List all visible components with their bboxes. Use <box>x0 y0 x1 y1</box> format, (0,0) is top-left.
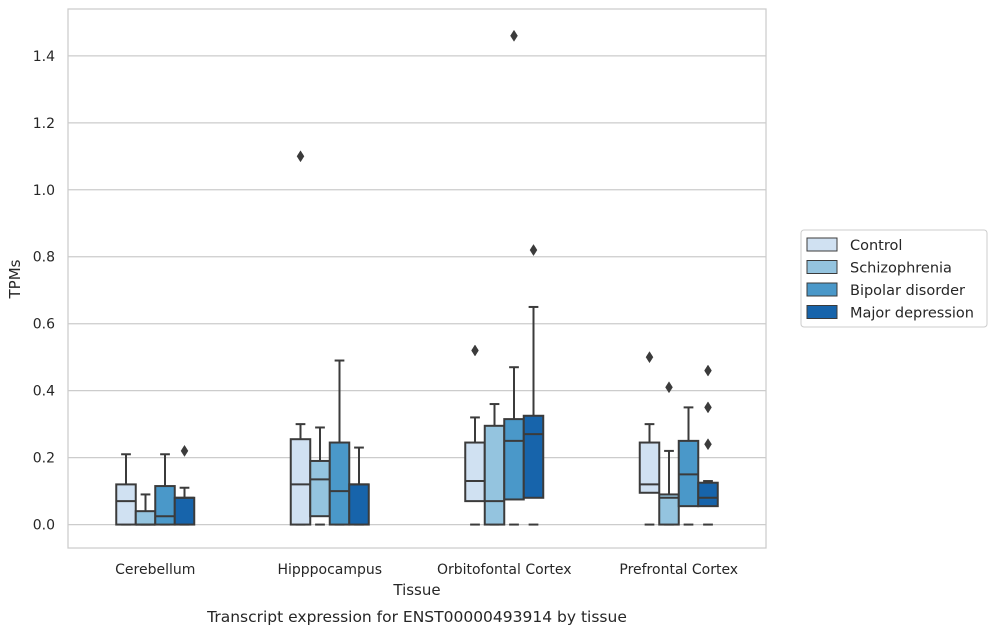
box-control <box>289 150 312 526</box>
outlier-point <box>645 351 654 364</box>
box-iqr <box>328 441 351 526</box>
box-bipolar-disorder <box>503 29 525 526</box>
plot-area-frame <box>67 8 767 549</box>
x-axis-label: Tissue <box>392 581 440 599</box>
outlier-point <box>529 244 538 257</box>
x-tick-label: Orbitofontal Cortex <box>437 562 572 578</box>
box-groups <box>115 29 719 526</box>
box-iqr <box>638 441 661 494</box>
box-iqr <box>658 493 680 526</box>
y-axis-label: TPMs <box>6 259 24 299</box>
box-iqr <box>115 483 137 526</box>
legend: Control Schizophrenia Bipolar disorder Majo… <box>800 229 988 328</box>
box-control <box>638 351 661 526</box>
y-axis-ticks: 0.0 0.2 0.4 0.6 0.8 1.0 1.2 1.4 <box>33 49 55 534</box>
legend-swatch <box>806 305 838 319</box>
box-schizophrenia <box>658 381 680 526</box>
box-bipolar-disorder <box>677 406 700 526</box>
legend-label: Major depression <box>850 306 974 322</box>
x-tick-label: Hipppocampus <box>277 562 382 578</box>
outlier-point <box>704 438 712 451</box>
box-iqr <box>289 438 312 526</box>
box-iqr <box>348 483 370 526</box>
legend-label: Schizophrenia <box>850 261 952 277</box>
legend-label: Bipolar disorder <box>850 283 965 299</box>
x-tick-label: Prefrontal Cortex <box>619 562 738 578</box>
box-iqr <box>464 441 486 503</box>
outlier-point <box>180 444 189 457</box>
box-schizophrenia <box>309 426 331 526</box>
box-iqr <box>134 510 157 526</box>
outlier-point <box>296 150 305 163</box>
box-schizophrenia <box>483 403 506 526</box>
legend-swatch <box>806 282 838 297</box>
legend-frame <box>800 229 988 328</box>
box-schizophrenia <box>134 493 157 526</box>
box-control <box>464 344 486 526</box>
box-iqr <box>173 496 196 526</box>
legend-label: Control <box>850 238 902 254</box>
legend-swatch <box>806 260 838 274</box>
legend-swatch <box>806 237 838 252</box>
outlier-point <box>665 381 673 394</box>
box-iqr <box>154 485 176 526</box>
y-tick-label: 0.2 <box>33 451 55 467</box>
y-tick-label: 0.0 <box>33 518 55 534</box>
legend-items: Control Schizophrenia Bipolar disorder Majo… <box>806 237 974 322</box>
y-tick-label: 1.2 <box>33 116 55 132</box>
y-tick-label: 1.0 <box>33 183 55 199</box>
box-iqr <box>503 418 525 501</box>
outlier-point <box>471 344 479 357</box>
figure-caption: Transcript expression for ENST0000049391… <box>206 608 627 626</box>
box-bipolar-disorder <box>328 359 351 526</box>
box-control <box>115 453 137 526</box>
box-major-depression <box>522 244 545 526</box>
y-tick-label: 0.8 <box>33 250 55 266</box>
x-axis-ticks: Cerebellum Hipppocampus Orbitofontal Corte… <box>115 562 738 578</box>
box-bipolar-disorder <box>154 453 176 526</box>
y-tick-label: 0.6 <box>33 317 55 333</box>
box-major-depression <box>697 364 719 526</box>
outlier-point <box>510 29 518 42</box>
outlier-point <box>704 401 712 414</box>
outlier-point <box>704 364 712 377</box>
y-tick-label: 1.4 <box>33 49 55 65</box>
box-iqr <box>697 481 719 508</box>
box-iqr <box>522 414 545 499</box>
box-major-depression <box>348 446 370 526</box>
box-iqr <box>483 424 506 526</box>
box-iqr <box>309 459 331 518</box>
grid-lines <box>68 55 766 526</box>
x-tick-label: Cerebellum <box>115 562 195 578</box>
box-major-depression <box>173 444 196 526</box>
y-tick-label: 0.4 <box>33 384 55 400</box>
